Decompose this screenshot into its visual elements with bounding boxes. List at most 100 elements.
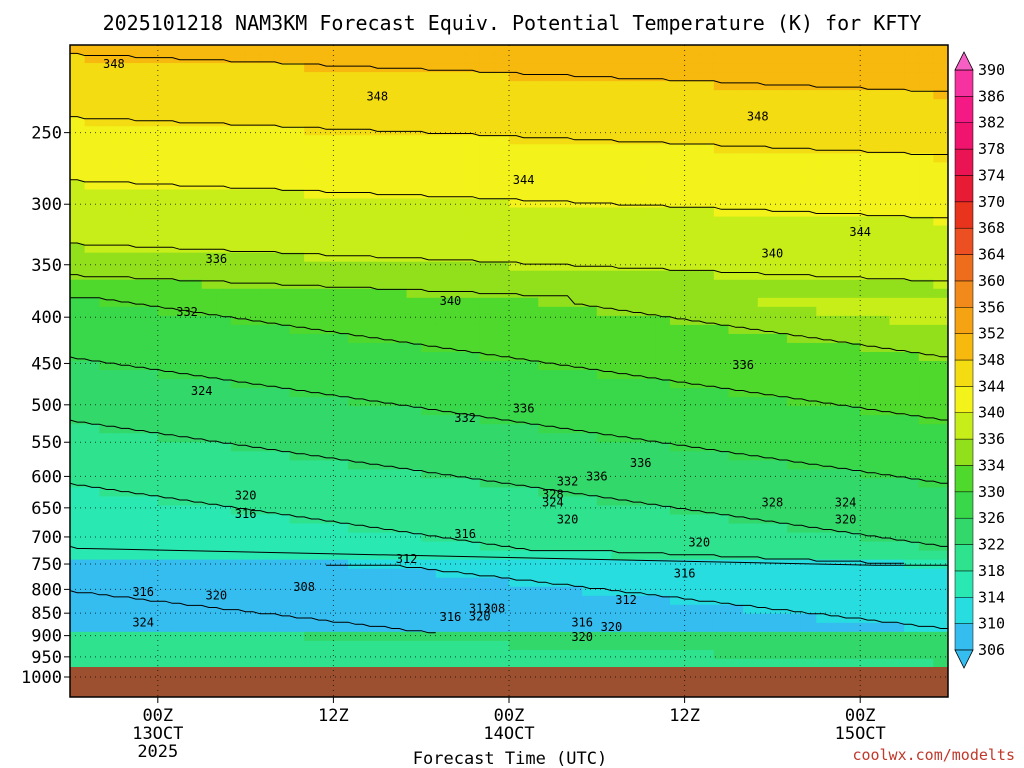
field-cell (933, 144, 948, 154)
field-cell (391, 225, 408, 236)
colorbar-label: 318 (978, 562, 1005, 580)
field-cell (523, 442, 539, 452)
field-cell (333, 487, 349, 498)
field-cell (757, 604, 773, 615)
field-cell (333, 586, 349, 597)
field-cell (596, 63, 613, 73)
colorbar-segment (954, 333, 974, 361)
field-cell (172, 379, 188, 389)
field-cell (260, 613, 276, 624)
field-cell (377, 99, 393, 109)
field-cell (538, 108, 554, 118)
field-cell (465, 171, 481, 182)
field-cell (845, 342, 861, 353)
field-cell (70, 261, 86, 272)
field-cell (787, 342, 803, 353)
field-cell (611, 315, 627, 326)
field-cell (860, 604, 876, 615)
field-cell (318, 658, 334, 669)
field-cell (172, 586, 188, 597)
field-cell (435, 541, 452, 552)
field-cell (435, 442, 452, 452)
field-cell (918, 388, 934, 398)
field-cell (391, 397, 408, 407)
field-cell (201, 180, 217, 191)
field-cell (260, 523, 276, 534)
field-cell (787, 532, 803, 543)
field-cell (99, 658, 115, 669)
field-cell (801, 568, 817, 579)
field-cell (699, 351, 715, 362)
field-cell (187, 514, 203, 525)
field-cell (260, 541, 276, 552)
field-cell (245, 162, 261, 172)
field-cell (874, 90, 891, 100)
field-cell (245, 460, 261, 470)
field-cell (801, 135, 817, 145)
field-cell (435, 216, 452, 227)
field-cell (99, 297, 115, 308)
field-cell (230, 45, 247, 55)
field-cell (479, 252, 495, 263)
field-cell (538, 288, 554, 299)
field-cell (143, 135, 159, 145)
field-cell (465, 333, 481, 344)
field-cell (523, 81, 539, 91)
field-cell (860, 388, 876, 398)
field-cell (494, 144, 510, 154)
field-cell (450, 108, 466, 118)
field-cell (260, 460, 276, 470)
field-cell (845, 388, 861, 398)
x-tick-label: 14OCT (483, 724, 534, 744)
field-cell (626, 550, 642, 561)
field-cell (801, 189, 817, 200)
field-cell (84, 658, 100, 669)
field-cell (289, 63, 305, 73)
field-cell (99, 279, 115, 290)
field-cell (845, 613, 861, 624)
field-cell (669, 90, 686, 100)
field-cell (494, 451, 510, 461)
field-cell (113, 72, 130, 82)
field-cell (611, 577, 627, 588)
field-cell (699, 649, 715, 660)
field-cell (860, 631, 876, 642)
field-cell (684, 162, 700, 172)
field-cell (84, 613, 100, 624)
field-cell (933, 252, 948, 263)
field-cell (523, 433, 539, 443)
field-cell (889, 189, 905, 200)
field-cell (655, 451, 671, 461)
field-cell (567, 469, 583, 479)
field-cell (889, 487, 905, 498)
field-cell (172, 162, 188, 172)
field-cell (523, 487, 539, 498)
field-cell (743, 568, 759, 579)
field-cell (99, 433, 115, 443)
field-cell (318, 487, 334, 498)
field-cell (450, 514, 466, 525)
field-cell (567, 658, 583, 669)
field-cell (713, 144, 730, 154)
field-cell (157, 595, 174, 606)
field-cell (362, 351, 378, 362)
field-cell (479, 279, 495, 290)
field-cell (362, 288, 378, 299)
field-cell (450, 388, 466, 398)
field-cell (494, 342, 510, 353)
field-cell (757, 649, 773, 660)
field-cell (216, 379, 232, 389)
field-cell (655, 243, 671, 254)
field-cell (216, 640, 232, 651)
field-cell (70, 279, 86, 290)
field-cell (84, 541, 100, 552)
field-cell (201, 649, 217, 660)
contour-label: 324 (835, 495, 857, 509)
field-cell (187, 126, 203, 136)
field-cell (640, 622, 656, 633)
field-cell (70, 171, 86, 182)
field-cell (172, 442, 188, 452)
field-cell (816, 180, 832, 191)
field-cell (99, 99, 115, 109)
field-cell (260, 117, 276, 127)
